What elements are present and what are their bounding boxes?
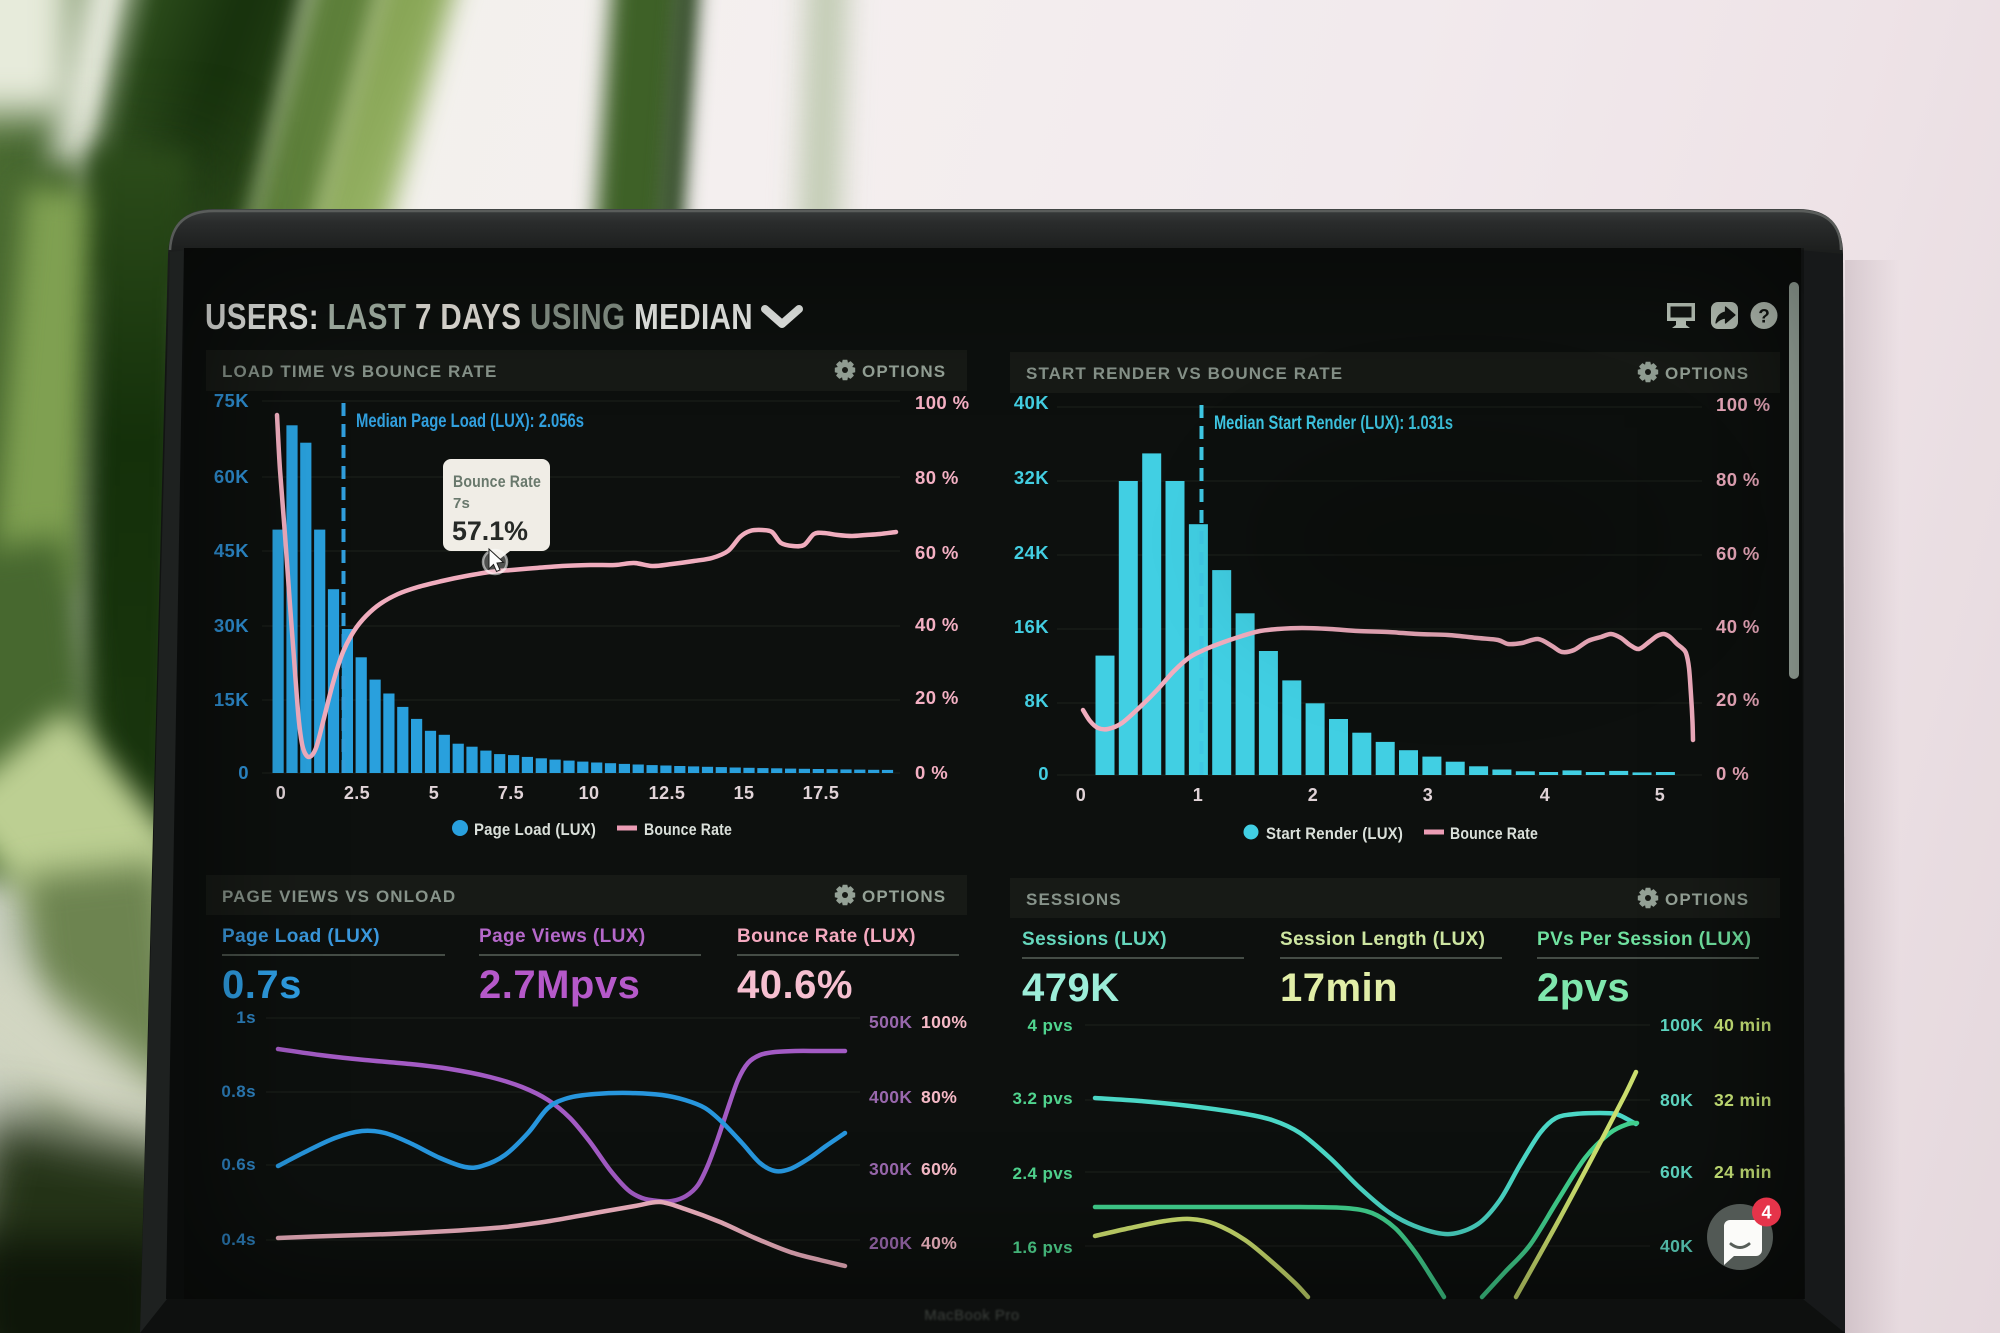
svg-text:40K: 40K bbox=[1660, 1236, 1693, 1256]
svg-text:0.4s: 0.4s bbox=[221, 1230, 256, 1249]
svg-text:4: 4 bbox=[1761, 1203, 1771, 1223]
svg-text:100 %: 100 % bbox=[1716, 394, 1770, 415]
svg-text:60 %: 60 % bbox=[915, 542, 959, 563]
svg-text:Bounce Rate: Bounce Rate bbox=[644, 820, 732, 839]
svg-text:45K: 45K bbox=[214, 540, 249, 561]
svg-text:Start Render (LUX): Start Render (LUX) bbox=[1266, 824, 1403, 843]
svg-text:17.5: 17.5 bbox=[803, 783, 840, 803]
svg-text:40 %: 40 % bbox=[915, 614, 959, 635]
svg-text:60K: 60K bbox=[1660, 1162, 1693, 1182]
svg-text:7s: 7s bbox=[453, 495, 470, 512]
svg-text:0: 0 bbox=[238, 762, 249, 783]
svg-text:2: 2 bbox=[1308, 785, 1318, 805]
svg-text:40%: 40% bbox=[921, 1233, 957, 1253]
svg-text:100%: 100% bbox=[921, 1012, 967, 1032]
svg-text:0: 0 bbox=[1038, 763, 1049, 784]
svg-text:75K: 75K bbox=[214, 390, 249, 411]
svg-text:2.5: 2.5 bbox=[344, 783, 370, 803]
svg-text:100K: 100K bbox=[1660, 1015, 1703, 1035]
svg-text:40K: 40K bbox=[1014, 392, 1049, 413]
svg-text:3: 3 bbox=[1423, 785, 1433, 805]
svg-text:3.2 pvs: 3.2 pvs bbox=[1013, 1089, 1073, 1108]
svg-text:20 %: 20 % bbox=[915, 687, 959, 708]
svg-text:80K: 80K bbox=[1660, 1090, 1693, 1110]
svg-text:32K: 32K bbox=[1014, 467, 1049, 488]
svg-text:5: 5 bbox=[429, 783, 439, 803]
svg-text:2.4 pvs: 2.4 pvs bbox=[1013, 1164, 1073, 1183]
svg-text:Page Load (LUX): Page Load (LUX) bbox=[474, 820, 596, 839]
svg-text:30K: 30K bbox=[214, 615, 249, 636]
svg-text:12.5: 12.5 bbox=[649, 783, 686, 803]
svg-text:4: 4 bbox=[1540, 785, 1550, 805]
svg-text:60%: 60% bbox=[921, 1159, 957, 1179]
svg-text:32 min: 32 min bbox=[1714, 1090, 1772, 1110]
svg-text:0.6s: 0.6s bbox=[221, 1155, 256, 1174]
svg-text:Bounce Rate: Bounce Rate bbox=[1450, 824, 1538, 843]
svg-text:80 %: 80 % bbox=[1716, 469, 1760, 490]
svg-text:40 %: 40 % bbox=[1716, 616, 1760, 637]
svg-text:200K: 200K bbox=[869, 1233, 912, 1253]
svg-text:5: 5 bbox=[1655, 785, 1665, 805]
svg-text:60K: 60K bbox=[214, 466, 249, 487]
svg-text:500K: 500K bbox=[869, 1012, 912, 1032]
svg-text:0.8s: 0.8s bbox=[221, 1082, 256, 1101]
svg-text:Median Page Load (LUX): 2.056s: Median Page Load (LUX): 2.056s bbox=[356, 411, 584, 432]
svg-text:300K: 300K bbox=[869, 1159, 912, 1179]
svg-text:16K: 16K bbox=[1014, 616, 1049, 637]
svg-text:24 min: 24 min bbox=[1714, 1162, 1772, 1182]
svg-text:Bounce Rate: Bounce Rate bbox=[453, 472, 541, 491]
svg-text:80 %: 80 % bbox=[915, 467, 959, 488]
svg-text:400K: 400K bbox=[869, 1087, 912, 1107]
svg-text:4 pvs: 4 pvs bbox=[1028, 1016, 1073, 1035]
svg-text:10: 10 bbox=[579, 783, 600, 803]
svg-text:20 %: 20 % bbox=[1716, 689, 1760, 710]
svg-text:100 %: 100 % bbox=[915, 392, 969, 413]
svg-text:1: 1 bbox=[1193, 785, 1203, 805]
svg-text:?: ? bbox=[1758, 307, 1770, 328]
svg-text:0: 0 bbox=[1076, 785, 1086, 805]
svg-text:57.1%: 57.1% bbox=[452, 516, 528, 546]
svg-text:7.5: 7.5 bbox=[498, 783, 524, 803]
svg-text:0 %: 0 % bbox=[915, 762, 948, 783]
svg-text:15K: 15K bbox=[214, 689, 249, 710]
svg-text:80%: 80% bbox=[921, 1087, 957, 1107]
svg-text:8K: 8K bbox=[1025, 690, 1050, 711]
svg-text:40 min: 40 min bbox=[1714, 1015, 1772, 1035]
svg-text:24K: 24K bbox=[1014, 542, 1049, 563]
svg-text:15: 15 bbox=[734, 783, 755, 803]
svg-text:1.6 pvs: 1.6 pvs bbox=[1013, 1238, 1073, 1257]
svg-text:1s: 1s bbox=[236, 1008, 256, 1027]
svg-text:0: 0 bbox=[276, 783, 286, 803]
svg-text:0 %: 0 % bbox=[1716, 763, 1749, 784]
svg-text:60 %: 60 % bbox=[1716, 543, 1760, 564]
svg-text:Median Start Render (LUX): 1.0: Median Start Render (LUX): 1.031s bbox=[1214, 413, 1453, 434]
